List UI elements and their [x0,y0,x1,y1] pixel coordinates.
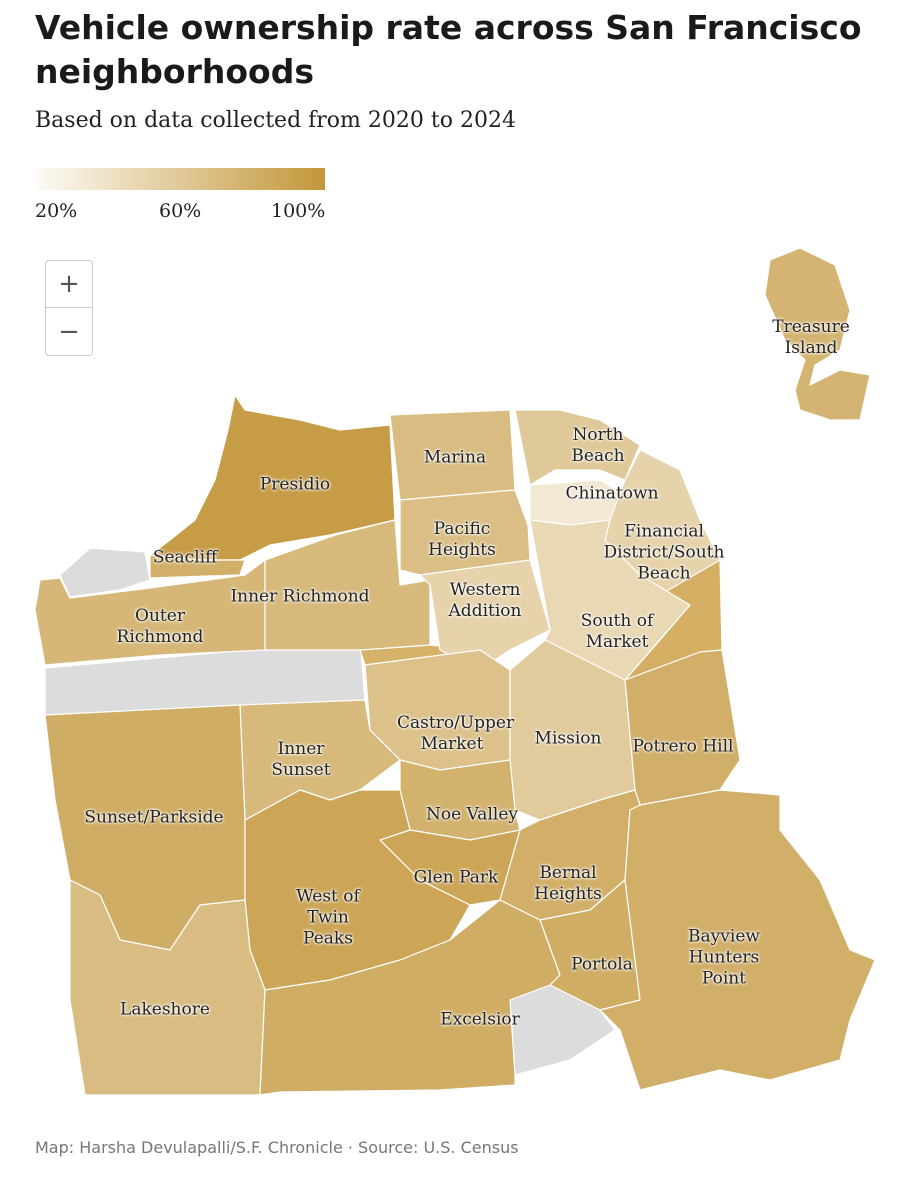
neighborhood-label: Western Addition [448,580,522,621]
title: Vehicle ownership rate across San Franci… [35,8,862,91]
legend-tick-label: 100% [271,200,326,222]
neighborhood-label: Mission [534,728,602,749]
neighborhood-label: Inner Sunset [271,739,331,780]
neighborhood-label: Noe Valley [426,804,518,825]
neighborhood-label: Presidio [259,474,331,495]
neighborhood-label: Seacliff [152,547,218,568]
neighborhood-label: Bayview Hunters Point [688,926,760,989]
neighborhood [599,789,876,1091]
neighborhood-label: Potrero Hill [632,736,734,757]
zoom-in-button[interactable]: + [45,260,93,308]
neighborhood-label: Castro/Upper Market [397,713,515,754]
neighborhood [624,649,741,806]
neighborhood-label: Outer Richmond [116,606,204,647]
neighborhood-label: Portola [571,954,633,975]
neighborhood [69,879,266,1096]
neighborhood-label: West of Twin Peaks [296,886,360,949]
neighborhood [149,554,246,579]
neighborhood-label: Glen Park [413,867,499,888]
neighborhood [399,759,521,841]
footer: Map: Harsha Devulapalli/S.F. Chronicle ·… [35,1138,519,1157]
neighborhood-label: Pacific Heights [428,519,496,560]
legend-bar [35,168,325,190]
neighborhood [149,394,396,561]
neighborhood [764,247,871,421]
neighborhood-label: Marina [423,447,487,468]
neighborhood-label: Bernal Heights [534,863,602,904]
legend-tick-label: 60% [159,200,202,222]
neighborhood-label: Inner Richmond [230,586,370,607]
neighborhood-label: Treasure Island [772,317,850,358]
neighborhood-label: Excelsior [440,1009,520,1030]
neighborhood-label: Lakeshore [120,999,210,1020]
neighborhood [529,519,691,681]
zoom-out-button[interactable]: − [45,308,93,356]
neighborhood-label: South of Market [580,611,654,652]
neighborhood-label: North Beach [571,425,625,466]
neighborhood-label: Financial District/South Beach [603,521,725,584]
neighborhood-label: Sunset/Parkside [84,807,224,828]
subtitle: Based on data collected from 2020 to 202… [35,108,516,133]
neighborhood-label: Chinatown [565,483,659,504]
legend-tick-label: 20% [35,200,78,222]
